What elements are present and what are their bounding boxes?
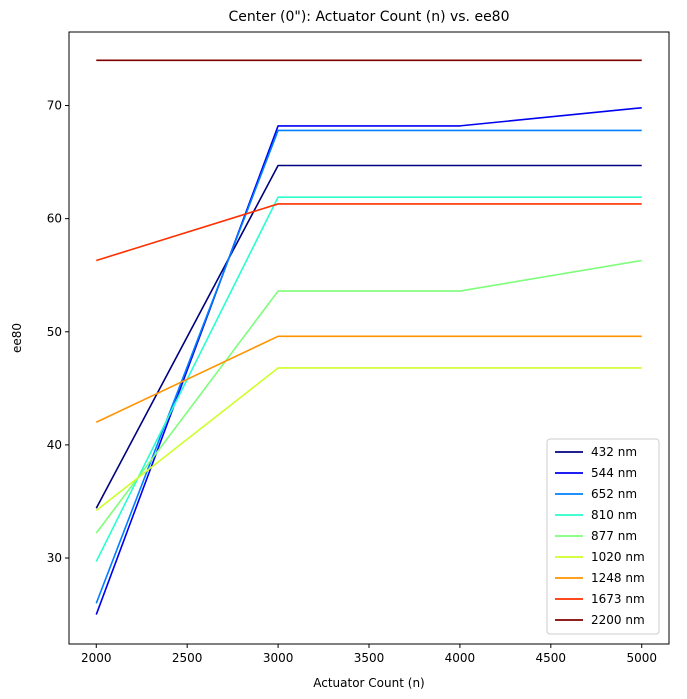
legend-label: 810 nm <box>591 508 637 522</box>
legend: 432 nm 544 nm 652 nm 810 nm 877 nm 1020 nm 124… <box>546 438 660 635</box>
x-axis: 2000 2500 3000 3500 4000 4500 5000 <box>81 644 657 665</box>
series-line <box>95 164 642 509</box>
legend-label: 1248 nm <box>591 571 645 585</box>
x-tick-label: 3500 <box>354 651 385 665</box>
series-line <box>96 203 642 262</box>
series-line <box>95 106 642 615</box>
y-axis: 30 40 50 60 70 <box>47 99 69 565</box>
y-tick-label: 60 <box>47 212 62 226</box>
legend-label: 877 nm <box>591 529 637 543</box>
plot-area <box>95 59 642 615</box>
legend-box <box>546 438 660 635</box>
series-line <box>95 259 642 534</box>
y-tick-label: 70 <box>47 99 62 113</box>
y-tick-label: 50 <box>47 325 62 339</box>
x-tick-label: 2500 <box>172 651 203 665</box>
legend-label: 544 nm <box>591 466 637 480</box>
y-tick-label: 30 <box>47 551 62 565</box>
legend-label: 432 nm <box>591 445 637 459</box>
x-tick-label: 4500 <box>536 651 567 665</box>
series-line <box>95 367 642 512</box>
legend-label: 1020 nm <box>591 550 645 564</box>
x-tick-label: 4000 <box>445 651 476 665</box>
x-tick-label: 5000 <box>626 651 657 665</box>
y-tick-label: 40 <box>47 438 62 452</box>
chart-title: Center (0"): Actuator Count (n) vs. ee80 <box>228 9 509 25</box>
x-axis-title: Actuator Count (n) <box>313 676 424 690</box>
legend-label: 652 nm <box>591 487 637 501</box>
legend-label: 1673 nm <box>591 592 645 606</box>
x-tick-label: 2000 <box>81 651 112 665</box>
series-line <box>95 335 642 424</box>
legend-label: 2200 nm <box>591 613 645 627</box>
series-line <box>95 129 642 604</box>
x-tick-label: 3000 <box>263 651 294 665</box>
y-axis-title: ee80 <box>10 323 24 353</box>
